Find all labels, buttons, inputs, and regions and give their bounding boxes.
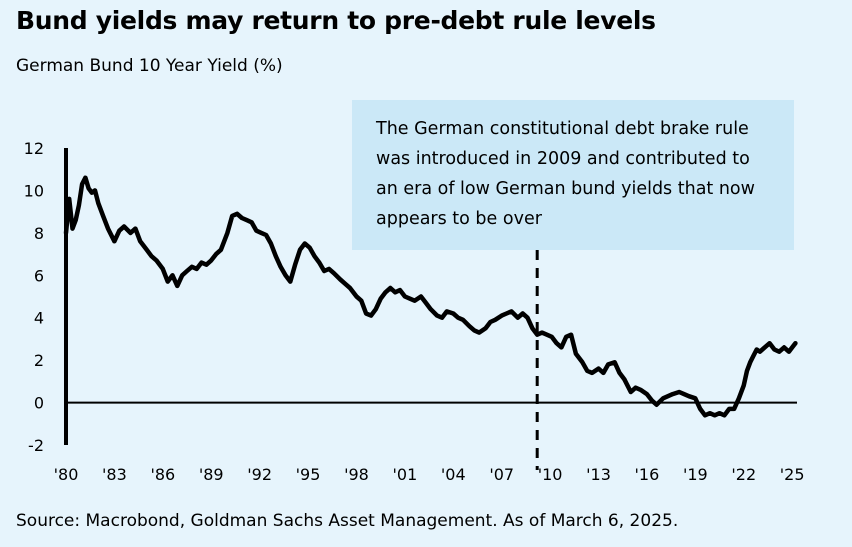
source-note: Source: Macrobond, Goldman Sachs Asset M…: [16, 511, 679, 531]
bund-yield-line: [63, 175, 798, 418]
chart-subtitle: German Bund 10 Year Yield (%): [16, 56, 283, 76]
y-tick-label: 4: [34, 309, 44, 328]
x-tick-label: '10: [538, 465, 563, 484]
y-tick-label: 12: [24, 139, 44, 158]
y-tick-label: -2: [28, 436, 44, 455]
y-tick-label: 6: [34, 266, 44, 285]
annotation-text: The German constitutional debt brake rul…: [376, 119, 755, 229]
x-tick-label: '04: [441, 465, 466, 484]
annotation-callout: The German constitutional debt brake rul…: [352, 100, 794, 250]
x-tick-label: '83: [102, 465, 127, 484]
chart-title: Bund yields may return to pre-debt rule …: [16, 6, 656, 35]
y-tick-label: 2: [34, 351, 44, 370]
x-tick-label: '22: [731, 465, 756, 484]
x-tick-label: '13: [586, 465, 611, 484]
x-tick-label: '25: [780, 465, 805, 484]
x-axis-tick-labels: '80 '83 '86 '89 '92 '95 '98 '01 '04 '07 '10 '13 '16 '…: [54, 465, 805, 484]
x-tick-label: '98: [344, 465, 369, 484]
x-tick-label: '86: [150, 465, 175, 484]
x-tick-label: '89: [199, 465, 224, 484]
x-tick-label: '95: [296, 465, 321, 484]
y-tick-label: 0: [34, 394, 44, 413]
x-tick-label: '80: [54, 465, 79, 484]
y-tick-label: 8: [34, 224, 44, 243]
y-tick-label: 10: [24, 181, 44, 200]
x-tick-label: '07: [489, 465, 514, 484]
x-tick-label: '01: [392, 465, 417, 484]
x-tick-label: '16: [635, 465, 660, 484]
x-tick-label: '92: [247, 465, 272, 484]
y-axis-tick-labels: 12 10 8 6 4 2 0 -2: [24, 139, 44, 455]
x-tick-label: '19: [683, 465, 708, 484]
